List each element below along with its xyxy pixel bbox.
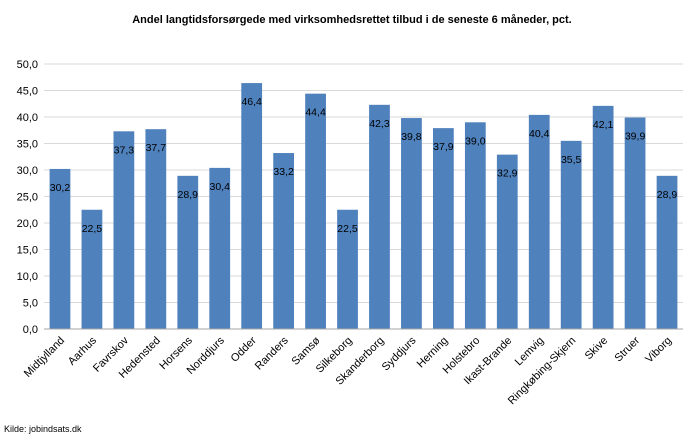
data-label: 33,2 — [273, 166, 294, 178]
bar — [209, 167, 231, 329]
bar — [528, 114, 550, 329]
data-label: 46,4 — [241, 96, 262, 108]
x-tick-label: Skive — [583, 335, 611, 363]
y-tick-label: 40,0 — [17, 112, 38, 124]
data-label: 28,9 — [178, 189, 199, 201]
bar — [369, 104, 390, 329]
source-note: Kilde: jobindsats.dk — [4, 424, 82, 434]
bar — [177, 175, 199, 329]
x-tick-label: Struer — [613, 334, 643, 364]
data-label: 37,3 — [114, 144, 135, 156]
data-label: 40,4 — [529, 128, 550, 140]
bar — [113, 131, 135, 329]
x-tick-label: Midtjylland — [22, 335, 67, 380]
bar — [401, 118, 422, 329]
data-label: 42,1 — [593, 119, 614, 131]
y-tick-label: 30,0 — [17, 165, 38, 177]
data-label: 44,4 — [305, 107, 326, 119]
data-label: 28,9 — [657, 189, 678, 201]
gridlines — [44, 63, 683, 303]
y-axis: 0,0 5,0 10,0 15,0 20,0 25,0 30,0 35,0 40,0 45,0 50… — [17, 59, 38, 336]
x-tick-label: Viborg — [643, 335, 674, 366]
data-label: 37,9 — [433, 141, 454, 153]
bar — [624, 117, 646, 329]
x-axis: MidtjyllandAarhusFavrskovHedenstedHorsen… — [22, 334, 674, 407]
bar — [560, 140, 582, 329]
y-tick-label: 10,0 — [17, 271, 38, 283]
bar — [592, 105, 614, 330]
data-label: 35,5 — [561, 154, 582, 166]
y-tick-label: 15,0 — [17, 245, 38, 257]
bar — [464, 122, 486, 329]
x-tick-label: Syddjurs — [380, 334, 419, 373]
bar — [241, 83, 263, 329]
y-tick-label: 0,0 — [23, 324, 38, 336]
y-tick-label: 25,0 — [17, 192, 38, 204]
bar — [337, 209, 358, 329]
x-tick-label: Randers — [253, 334, 291, 372]
data-label: 37,7 — [146, 142, 167, 154]
data-label: 22,5 — [337, 223, 358, 235]
bar — [432, 128, 454, 329]
data-label: 22,5 — [82, 223, 103, 235]
y-tick-label: 20,0 — [17, 218, 38, 230]
data-label: 39,0 — [465, 135, 486, 147]
bars — [49, 83, 678, 330]
data-label: 30,2 — [50, 182, 71, 194]
bar — [273, 153, 295, 329]
data-label: 42,3 — [369, 118, 390, 130]
bar — [656, 175, 678, 329]
bar — [49, 168, 71, 329]
y-tick-label: 5,0 — [23, 298, 38, 310]
data-label: 39,8 — [401, 131, 422, 143]
y-tick-label: 50,0 — [17, 59, 38, 71]
data-label: 39,9 — [625, 131, 646, 143]
data-label: 32,9 — [497, 168, 518, 180]
data-label: 30,4 — [210, 181, 231, 193]
y-tick-label: 35,0 — [17, 139, 38, 151]
x-tick-label: Odder — [229, 334, 259, 364]
chart-title: Andel langtidsforsørgede med virksomheds… — [132, 14, 572, 26]
bar — [145, 129, 167, 329]
bar — [81, 209, 103, 329]
bar — [305, 93, 326, 330]
data-labels: 30,2 22,5 37,3 37,7 28,9 30,4 46,4 33,2 44,4 22,5… — [50, 96, 678, 235]
bar — [496, 154, 518, 329]
y-tick-label: 45,0 — [17, 86, 38, 98]
